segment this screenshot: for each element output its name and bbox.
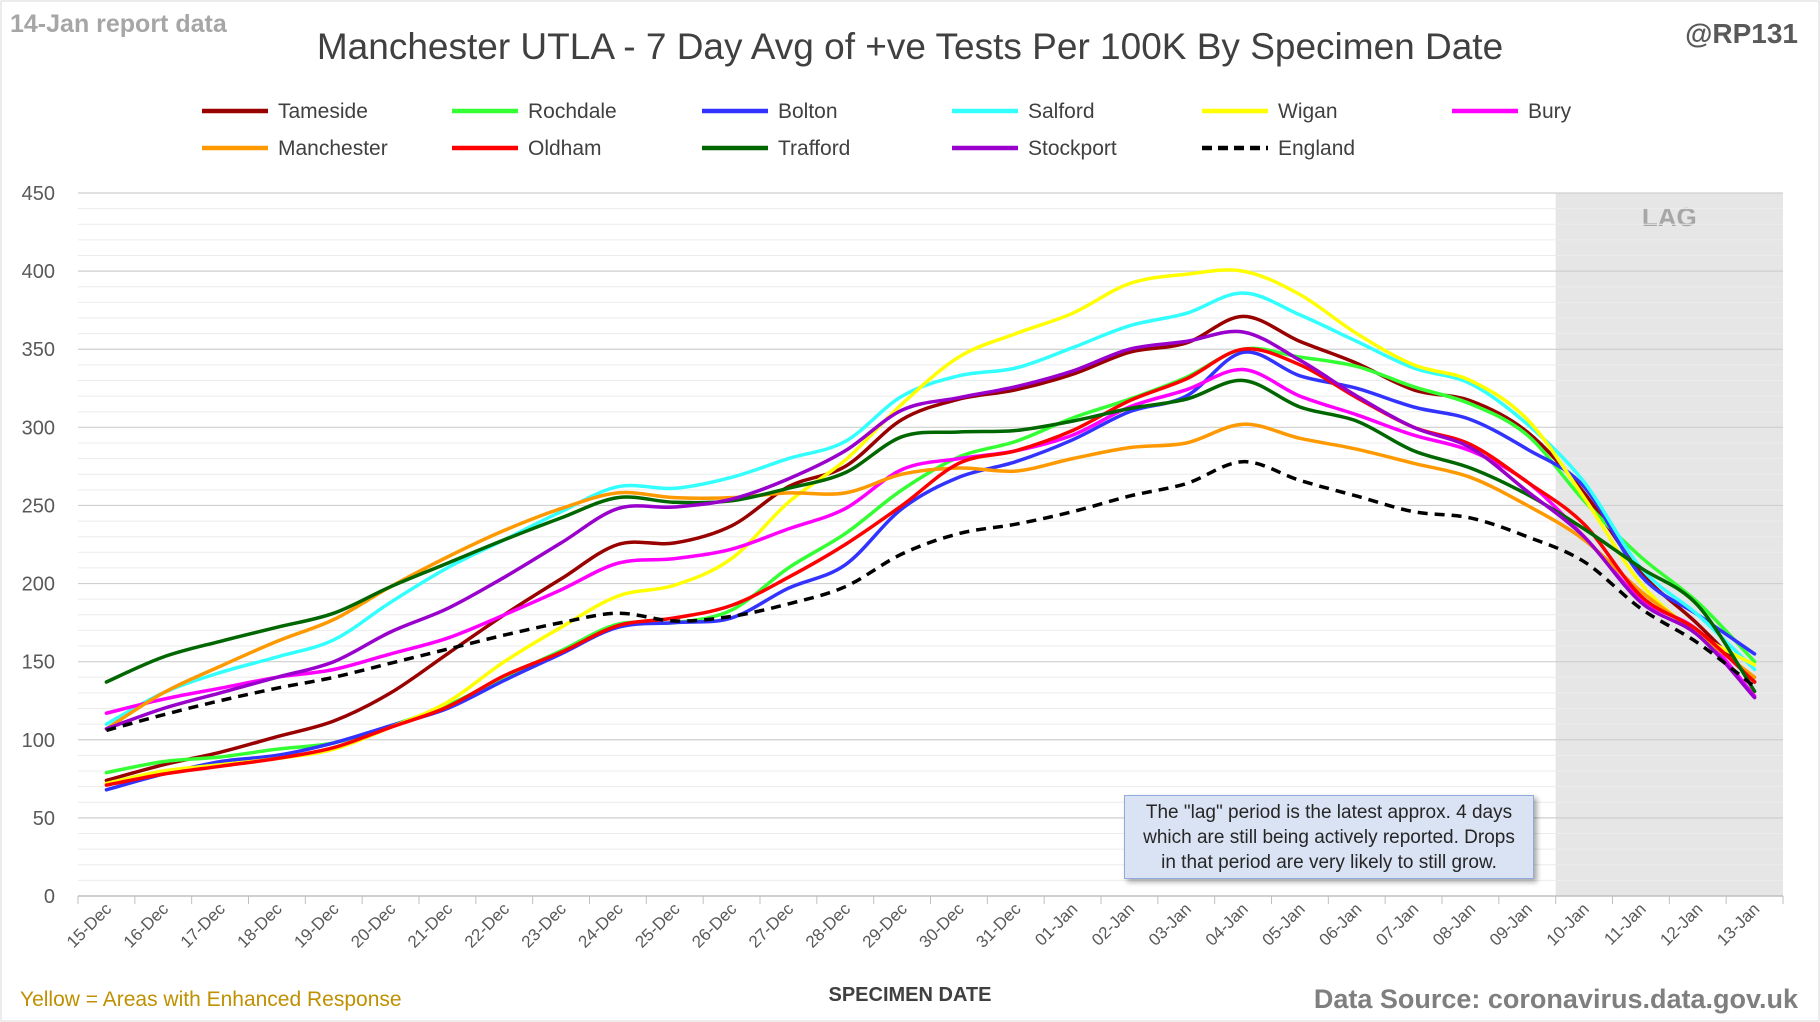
chart-title: Manchester UTLA - 7 Day Avg of +ve Tests… [316,26,1504,67]
legend-label-england: England [1278,137,1355,160]
legend-label-bolton: Bolton [778,100,838,123]
annotation-line: which are still being actively reported.… [1143,827,1515,848]
y-tick-label: 400 [22,261,55,283]
lag-label: LAG [1642,202,1697,232]
enhanced-response-note: Yellow = Areas with Enhanced Response [20,988,402,1011]
series-line-oldham [104,347,1757,787]
report-date-note: 14-Jan report data [10,10,227,38]
author-handle: @RP131 [1685,18,1798,49]
y-tick-label: 0 [44,886,55,908]
legend-label-wigan: Wigan [1278,100,1338,123]
series-line-england [105,459,1756,733]
legend-label-rochdale: Rochdale [528,100,617,123]
legend-label-bury: Bury [1528,100,1572,123]
y-tick-label: 300 [22,417,55,439]
y-tick-label: 450 [22,183,55,205]
legend-label-oldham: Oldham [528,137,602,160]
legend-label-tameside: Tameside [278,100,368,123]
legend-label-trafford: Trafford [778,137,850,160]
y-tick-label: 200 [22,574,55,596]
annotation-line: The "lag" period is the latest approx. 4… [1145,802,1513,823]
annotation-line: in that period are very likely to still … [1161,852,1497,873]
legend-label-stockport: Stockport [1028,137,1117,160]
x-axis-title: SPECIMEN DATE [828,984,992,1006]
series-line-tameside [104,314,1757,783]
legend-label-manchester: Manchester [278,137,388,160]
series-line-salford [104,291,1757,726]
series-line-trafford [104,378,1757,694]
y-tick-label: 150 [22,652,55,674]
y-tick-label: 250 [22,495,55,517]
data-source-note: Data Source: coronavirus.data.gov.uk [1313,984,1798,1014]
lag-annotation-box: The "lag" period is the latest approx. 4… [1124,795,1534,879]
y-tick-label: 100 [22,730,55,752]
y-tick-label: 50 [33,808,55,830]
y-tick-label: 350 [22,339,55,361]
legend-label-salford: Salford [1028,100,1095,123]
series-line-stockport [104,329,1757,731]
